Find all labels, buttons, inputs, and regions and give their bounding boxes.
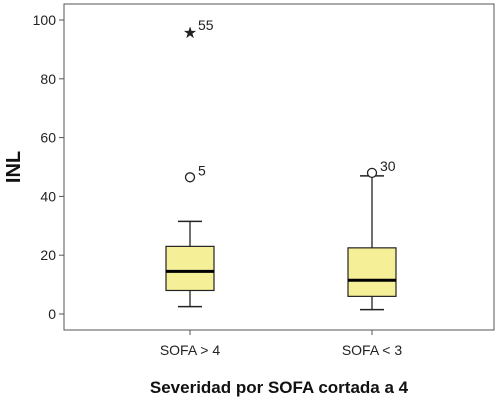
x-axis: SOFA > 4 SOFA < 3: [160, 330, 403, 358]
box-group: 5 ★ 55 30: [165, 17, 397, 311]
plot-area: [63, 3, 495, 331]
y-axis-title: INL: [3, 151, 25, 183]
outlier-circle: [366, 167, 378, 179]
outlier-label: 55: [198, 17, 214, 33]
y-tick-label: 40: [40, 188, 56, 204]
outlier-label: 30: [380, 158, 396, 174]
y-axis: 0 20 40 60 80 100: [33, 12, 64, 322]
y-tick-label: 80: [40, 71, 56, 87]
x-tick-label: SOFA < 3: [342, 342, 403, 358]
x-axis-title: Severidad por SOFA cortada a 4: [150, 378, 409, 397]
outlier-circle: [184, 172, 196, 183]
y-tick-label: 60: [40, 130, 56, 146]
box-iqr: [165, 245, 215, 292]
box-1: 5 ★ 55: [165, 17, 215, 308]
y-tick-label: 0: [48, 306, 56, 322]
box-iqr: [347, 247, 397, 297]
y-tick-label: 20: [40, 247, 56, 263]
y-tick-label: 100: [33, 12, 57, 28]
outlier-star: ★: [183, 23, 197, 42]
outlier-label: 5: [198, 162, 206, 178]
box-2: 30: [347, 158, 397, 311]
x-tick-label: SOFA > 4: [160, 342, 221, 358]
